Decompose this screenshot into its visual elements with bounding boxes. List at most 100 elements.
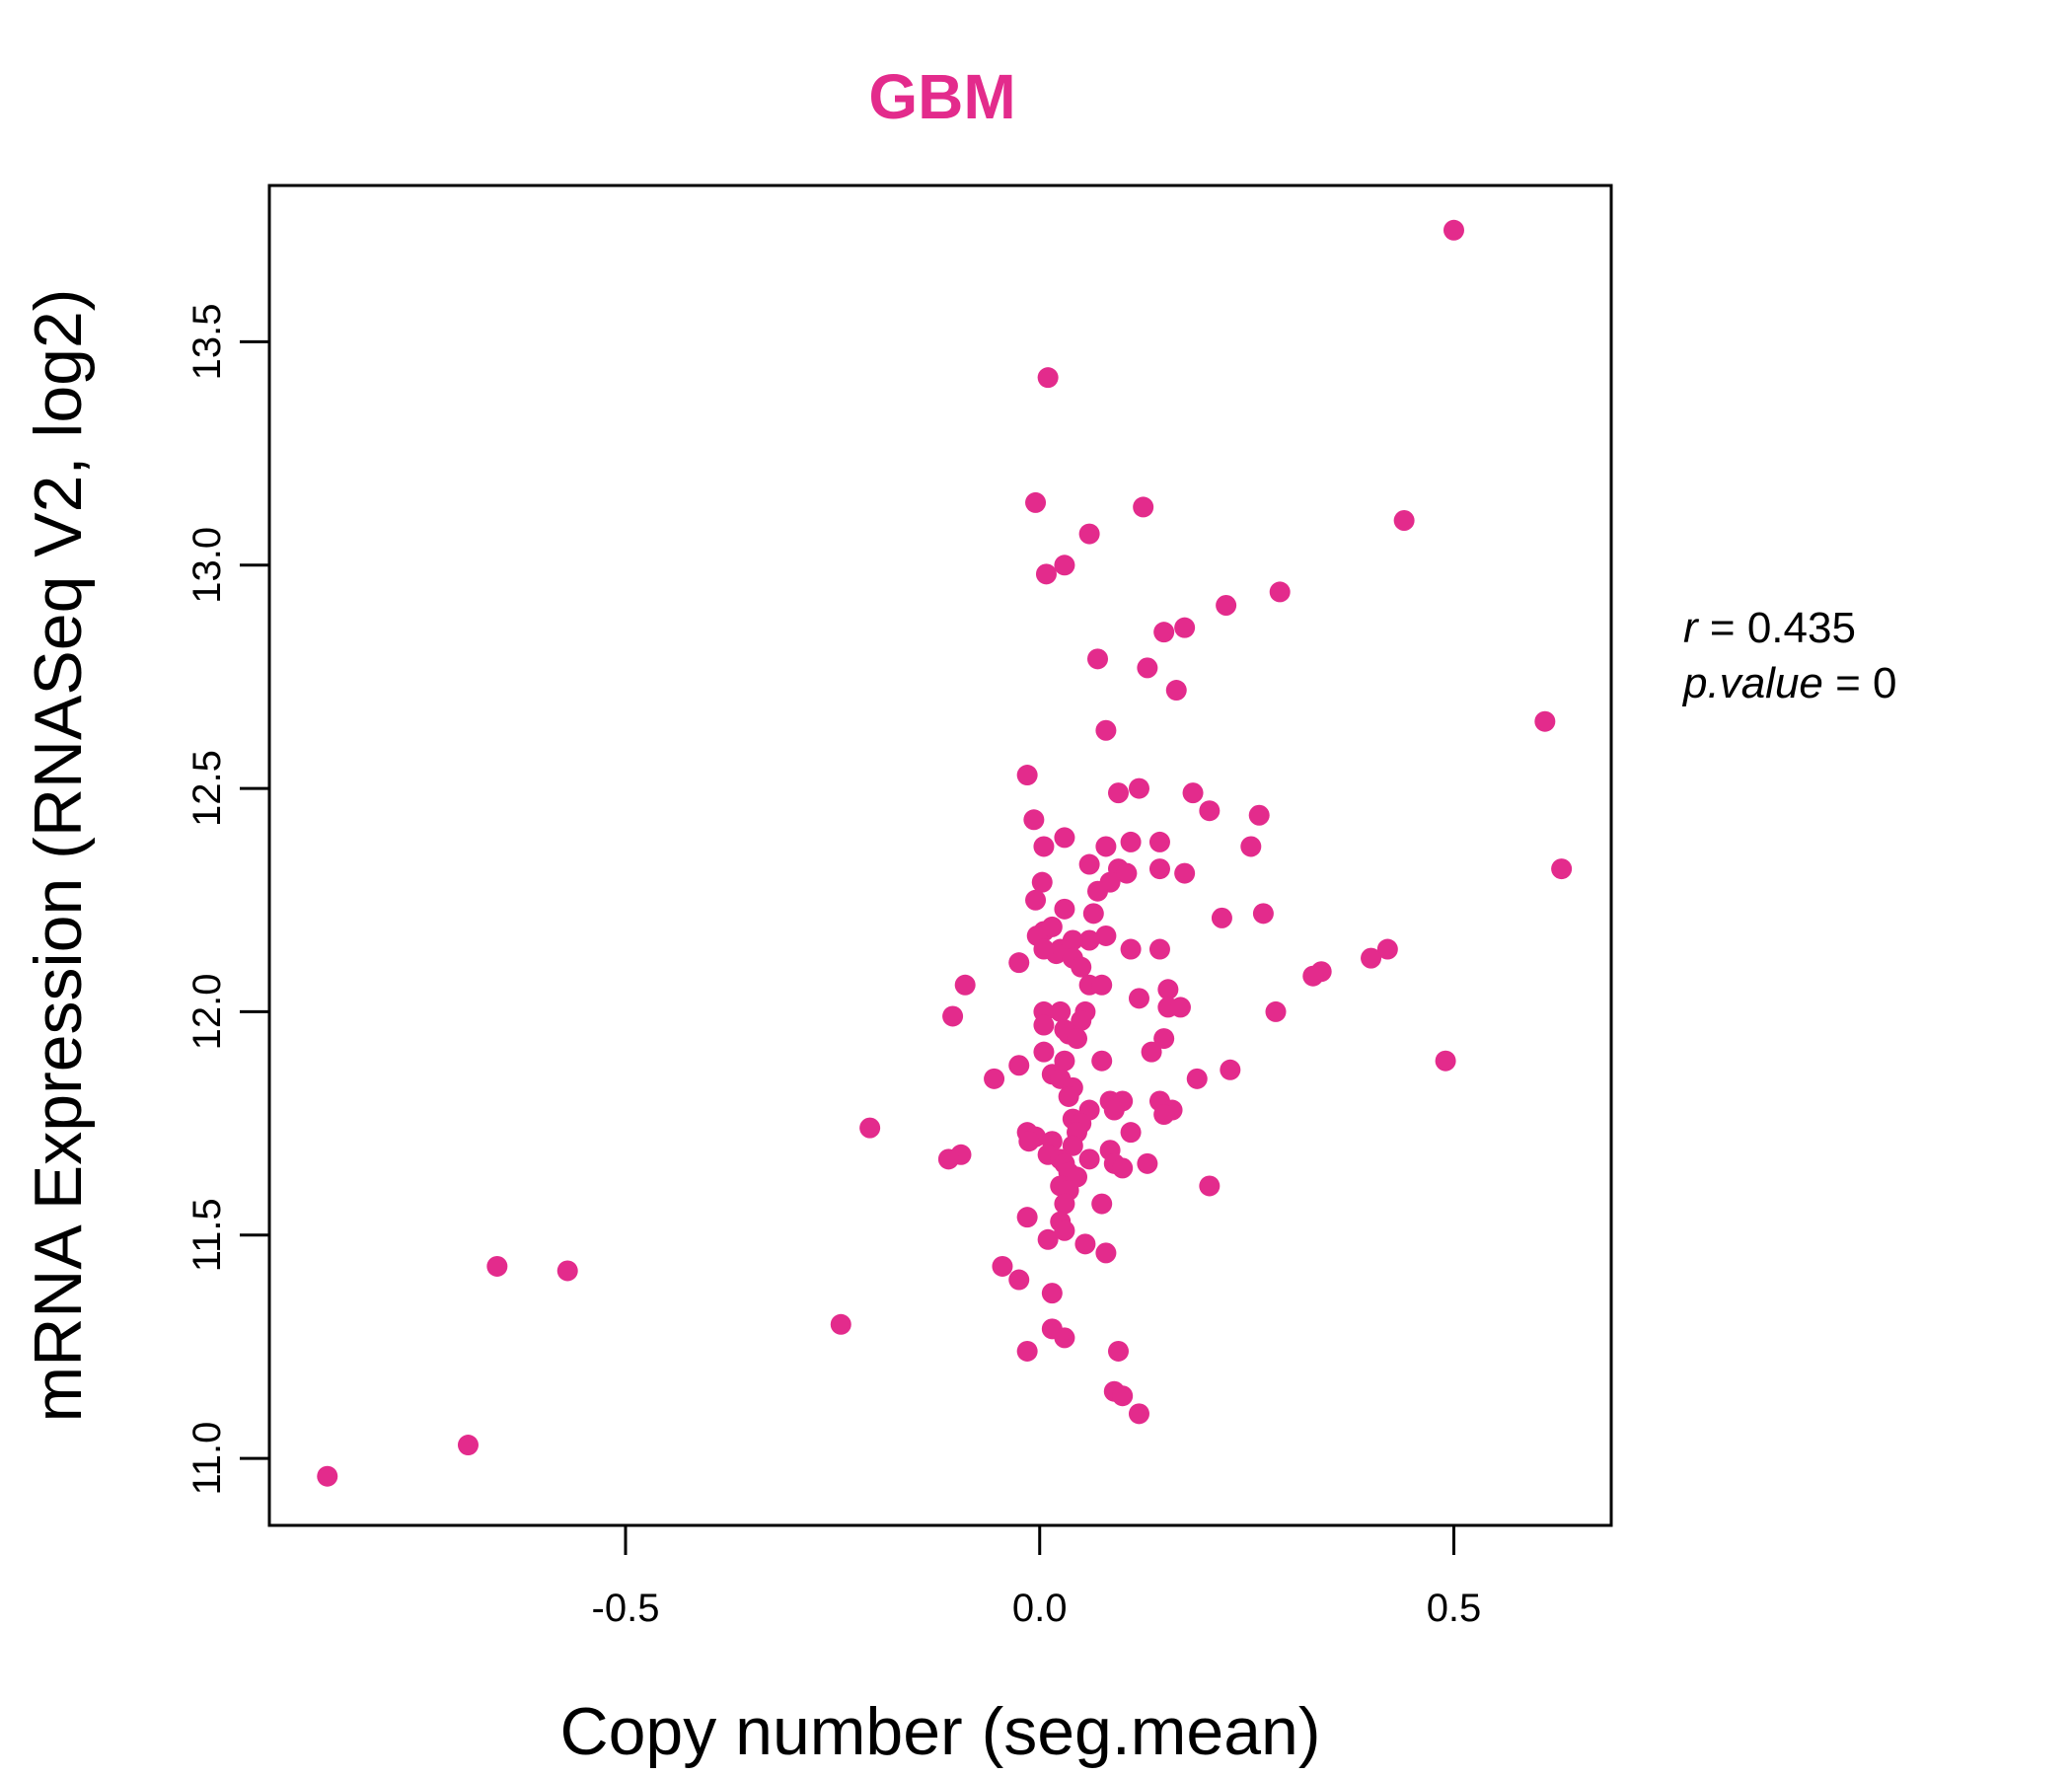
data-point: [1120, 1122, 1142, 1144]
data-point: [1248, 804, 1270, 826]
data-point: [1120, 938, 1142, 960]
data-point: [1071, 956, 1092, 978]
data-point: [1112, 1157, 1134, 1179]
data-point: [1137, 1152, 1158, 1174]
data-point: [1078, 929, 1100, 951]
r-label: r: [1683, 604, 1700, 652]
data-point: [1128, 777, 1149, 799]
data-point: [1174, 862, 1196, 884]
data-point: [1082, 903, 1104, 925]
data-point: [1062, 1135, 1083, 1156]
y-tick-label: 13.0: [185, 527, 229, 604]
data-point: [1054, 827, 1075, 849]
data-point: [1054, 555, 1075, 576]
data-point: [1211, 907, 1232, 928]
y-axis: 11.0 11.5 12.0 12.5 13.0 13.5: [185, 304, 269, 1496]
data-point: [1361, 947, 1382, 969]
data-point: [556, 1260, 578, 1282]
data-point: [1148, 831, 1170, 852]
x-axis-label: Copy number (seg.mean): [559, 1694, 1320, 1769]
data-point: [1025, 889, 1047, 911]
data-point: [1031, 871, 1053, 893]
data-point: [1153, 622, 1175, 643]
data-point: [1435, 1050, 1456, 1072]
data-point: [1078, 1148, 1100, 1170]
data-point: [1095, 719, 1117, 741]
y-tick-label: 11.5: [185, 1198, 229, 1272]
data-point: [830, 1313, 851, 1335]
r-value: 0.435: [1747, 604, 1856, 652]
data-point: [1137, 657, 1158, 679]
data-point: [1186, 1068, 1208, 1089]
data-points: [317, 219, 1573, 1487]
data-point: [1153, 1104, 1175, 1126]
data-point: [1107, 1340, 1129, 1362]
data-point: [1078, 523, 1100, 545]
data-point: [1302, 965, 1324, 987]
data-point: [1376, 938, 1398, 960]
data-point: [1393, 510, 1415, 531]
data-point: [486, 1255, 508, 1277]
data-point: [1534, 710, 1556, 732]
data-point: [1071, 1009, 1092, 1031]
data-point: [1095, 836, 1117, 857]
y-tick-label: 12.0: [185, 974, 229, 1051]
data-point: [1153, 1028, 1175, 1050]
data-point: [1067, 1028, 1088, 1050]
data-point: [1087, 880, 1109, 902]
data-point: [1033, 836, 1055, 857]
data-point: [1016, 765, 1038, 786]
data-point: [1133, 496, 1154, 518]
data-point: [1016, 1340, 1038, 1362]
data-point: [1220, 1059, 1241, 1080]
data-point: [1033, 1014, 1055, 1036]
chart-title: GBM: [868, 61, 1015, 132]
data-point: [1216, 595, 1237, 617]
data-point: [1169, 997, 1191, 1018]
data-point: [1054, 1327, 1075, 1349]
data-point: [984, 1068, 1005, 1089]
data-point: [1157, 979, 1179, 1000]
y-axis-label: mRNA Expression (RNASeq V2, log2): [21, 289, 96, 1423]
data-point: [1252, 903, 1274, 925]
data-point: [1023, 809, 1045, 831]
plot-frame: [267, 184, 1613, 1527]
data-point: [1240, 836, 1262, 857]
data-point: [457, 1435, 479, 1456]
data-point: [1199, 1175, 1221, 1197]
y-tick-label: 12.5: [185, 750, 229, 827]
data-point: [1091, 974, 1113, 996]
data-point: [1054, 1050, 1075, 1072]
data-point: [1551, 858, 1573, 880]
data-point: [1050, 1000, 1072, 1022]
data-point: [1037, 367, 1059, 389]
data-point: [1443, 219, 1464, 241]
data-point: [1199, 800, 1221, 822]
data-point: [1095, 925, 1117, 946]
data-point: [1148, 938, 1170, 960]
p-value: 0: [1873, 659, 1896, 707]
data-point: [1095, 1242, 1117, 1264]
data-point: [942, 1005, 964, 1027]
x-tick-label: 0.0: [1012, 1587, 1068, 1630]
x-axis: -0.5 0.0 0.5: [592, 1525, 1481, 1630]
data-point: [1078, 853, 1100, 875]
data-point: [1016, 1207, 1038, 1228]
data-point: [1269, 581, 1291, 603]
data-point: [992, 1255, 1013, 1277]
p-value-text: p.value = 0: [1681, 659, 1897, 707]
data-point: [1054, 898, 1075, 920]
data-point: [1091, 1050, 1113, 1072]
data-point: [1141, 1041, 1162, 1063]
r-equals: =: [1698, 604, 1747, 652]
data-point: [1103, 1099, 1125, 1121]
y-tick-label: 11.0: [185, 1422, 229, 1496]
data-point: [1008, 952, 1030, 974]
data-point: [1182, 782, 1204, 804]
data-point: [1054, 1220, 1075, 1241]
x-tick-label: -0.5: [592, 1587, 660, 1630]
data-point: [1037, 1228, 1059, 1250]
p-label: p.value: [1681, 659, 1823, 707]
data-point: [1035, 563, 1057, 585]
